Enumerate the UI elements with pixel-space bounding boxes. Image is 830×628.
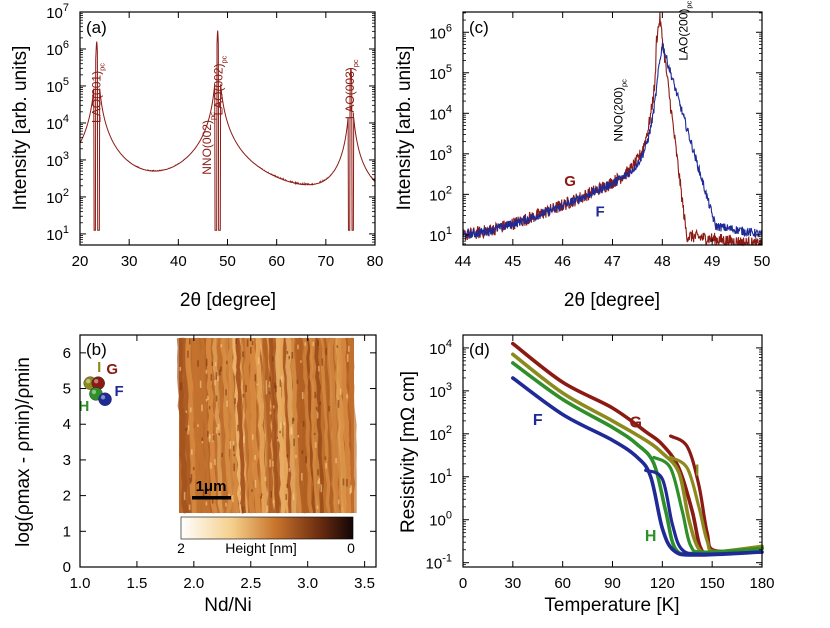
panel-d-y-tick-label: 103: [429, 381, 452, 401]
afm-scale-bar-label: 1μm: [196, 478, 227, 495]
panel-d-series-label: H: [645, 528, 657, 545]
panel-d-x-tick-label: 30: [504, 575, 521, 592]
panel-b-y-tick-label: 2: [63, 488, 71, 505]
panel-d-label: (d): [469, 340, 490, 359]
panel-d-x-tick-label: 60: [554, 575, 571, 592]
panel-a-peak-label: LAO(002)pc: [212, 55, 229, 115]
panel-c-y-tick-label: 104: [429, 103, 452, 123]
panel-c-y-tick-label: 105: [429, 63, 452, 83]
panel-a-x-tick-label: 30: [121, 253, 138, 270]
panel-a-x-tick-label: 50: [219, 253, 236, 270]
panel-b-y-tick-label: 4: [63, 416, 71, 433]
panel-a-series-film: [79, 30, 376, 231]
panel-c-label: (c): [469, 18, 489, 37]
panel-c-y-tick-label: 106: [429, 22, 452, 42]
panel-d-x-tick-label: 180: [749, 575, 774, 592]
panel-c-peak-label: LAO(200)pc: [676, 0, 693, 60]
panel-a-xrd-trace: [79, 30, 376, 231]
panel-b-x-tick-label: 2.5: [240, 575, 261, 592]
panel-d-cooling-curve-F: [510, 376, 764, 557]
panel-a-y-tick-label: 106: [46, 39, 69, 59]
panel-c-x-tick-label: 46: [554, 253, 571, 270]
panel-c-y-axis-label: Intensity [arb. units]: [394, 46, 415, 211]
panel-b-label: (b): [86, 340, 107, 359]
panel-a-y-axis-label: Intensity [arb. units]: [10, 46, 31, 211]
panel-b-y-tick-label: 6: [63, 345, 71, 362]
panel-a-y-tick-label: 105: [46, 76, 69, 96]
panel-a-peak-label: LAO(001)pc: [90, 63, 107, 123]
panel-c-x-tick-label: 49: [704, 253, 721, 270]
panel-a-x-tick-label: 40: [170, 253, 187, 270]
panel-b-point-label: H: [79, 398, 90, 415]
panel-c-y-tick-label: 102: [429, 184, 452, 204]
panel-b-point-label: I: [97, 359, 101, 376]
colorbar-min-label: 2: [177, 540, 185, 556]
panel-d-y-tick-label: 10-1: [426, 553, 452, 573]
panel-d-x-tick-label: 150: [700, 575, 725, 592]
panel-c-peak-label: NNO(200)pc: [611, 79, 628, 142]
panel-a-y-tick-label: 107: [46, 2, 69, 22]
panel-a-peak-label: NNO(002)pc: [200, 112, 217, 175]
panel-c-x-tick-label: 44: [455, 253, 472, 270]
colorbar-max-label: 0: [347, 540, 355, 556]
panel-c-xrd-zoom-chart: 44 45 46 47 48 49 50 101 102 103 104 105 106 NNO(20…: [394, 0, 770, 311]
panel-a-peak-label: LAO(003)pc: [343, 59, 360, 119]
panel-a-x-tick-label: 70: [317, 253, 334, 270]
panel-c-y-tick-label: 103: [429, 144, 452, 164]
panel-d-x-tick-label: 120: [650, 575, 675, 592]
panel-b-x-tick-label: 2.0: [183, 575, 204, 592]
panel-b-x-tick-label: 1.0: [70, 575, 91, 592]
panel-d-x-axis-label: Temperature [K]: [544, 595, 679, 616]
panel-c-y-tick-label: 101: [429, 225, 452, 245]
panel-d-y-tick-label: 102: [429, 424, 452, 444]
panel-c-series-label: G: [564, 173, 576, 190]
panel-b-y-tick-label: 1: [63, 523, 71, 540]
panel-b-y-axis-label: log(ρmax - ρmin)/ρmin: [13, 357, 34, 547]
panel-d-x-tick-label: 0: [459, 575, 467, 592]
panel-d-y-axis-label: Resistivity [mΩ cm]: [398, 371, 419, 533]
panel-c-x-tick-label: 45: [504, 253, 521, 270]
afm-colorbar: [180, 516, 354, 540]
panel-c-x-tick-label: 50: [754, 253, 771, 270]
panel-c-x-axis-label: 2θ [degree]: [564, 290, 660, 311]
panel-c-x-tick-label: 48: [654, 253, 671, 270]
panel-a-x-tick-label: 80: [367, 253, 384, 270]
panel-a-xrd-chart: 20 30 40 50 60 70 80 101 102 103 104 105 106 107 LAO…: [10, 2, 383, 311]
panel-d-y-tick-label: 100: [429, 510, 452, 530]
panel-d-y-tick-label: 101: [429, 467, 452, 487]
panel-a-x-axis-label: 2θ [degree]: [180, 290, 276, 311]
panel-a-y-tick-label: 103: [46, 150, 69, 170]
panel-b-point-label: F: [114, 383, 123, 400]
panel-b-x-tick-label: 1.5: [126, 575, 147, 592]
panel-c-trace-F: [462, 42, 763, 239]
panel-d-x-tick-label: 90: [604, 575, 621, 592]
panel-a-x-tick-label: 20: [72, 253, 89, 270]
panel-c-series-label: F: [595, 204, 604, 221]
panel-b-x-axis-label: Nd/Ni: [204, 595, 252, 616]
panel-b-nd-ni-chart: I G H F 1μm 2 0 Height [nm] 1.0 1.5 2.0 2.5 3.0 3.5…: [13, 334, 377, 616]
panel-d-series-label: I: [695, 462, 699, 479]
panel-b-y-tick-label: 3: [63, 452, 71, 469]
panel-b-afm-inset: 1μm 2 0 Height [nm]: [176, 337, 357, 556]
afm-scale-bar: [192, 496, 231, 500]
panel-a-label: (a): [86, 18, 107, 37]
panel-a-y-tick-label: 102: [46, 187, 69, 207]
panel-b-y-tick-label: 5: [63, 381, 71, 398]
panel-b-y-tick-label: 0: [63, 559, 71, 576]
panel-c-x-tick-label: 47: [604, 253, 621, 270]
panel-b-x-tick-label: 3.5: [354, 575, 375, 592]
panel-b-x-tick-label: 3.0: [297, 575, 318, 592]
colorbar-title: Height [nm]: [225, 540, 297, 556]
panel-a-y-tick-label: 104: [46, 113, 69, 133]
panel-a-y-tick-label: 101: [46, 224, 69, 244]
panel-a-x-tick-label: 60: [268, 253, 285, 270]
panel-d-series-label: G: [630, 414, 642, 431]
panel-b-point-F: [98, 392, 112, 406]
panel-d-series-label: F: [533, 412, 543, 429]
panel-b-point-label: G: [106, 361, 118, 378]
panel-d-y-tick-label: 104: [429, 338, 452, 358]
panel-d-resistivity-chart: 0 30 60 90 120 150 180 10-1 100 101 102 103 104 G F I…: [398, 334, 775, 616]
